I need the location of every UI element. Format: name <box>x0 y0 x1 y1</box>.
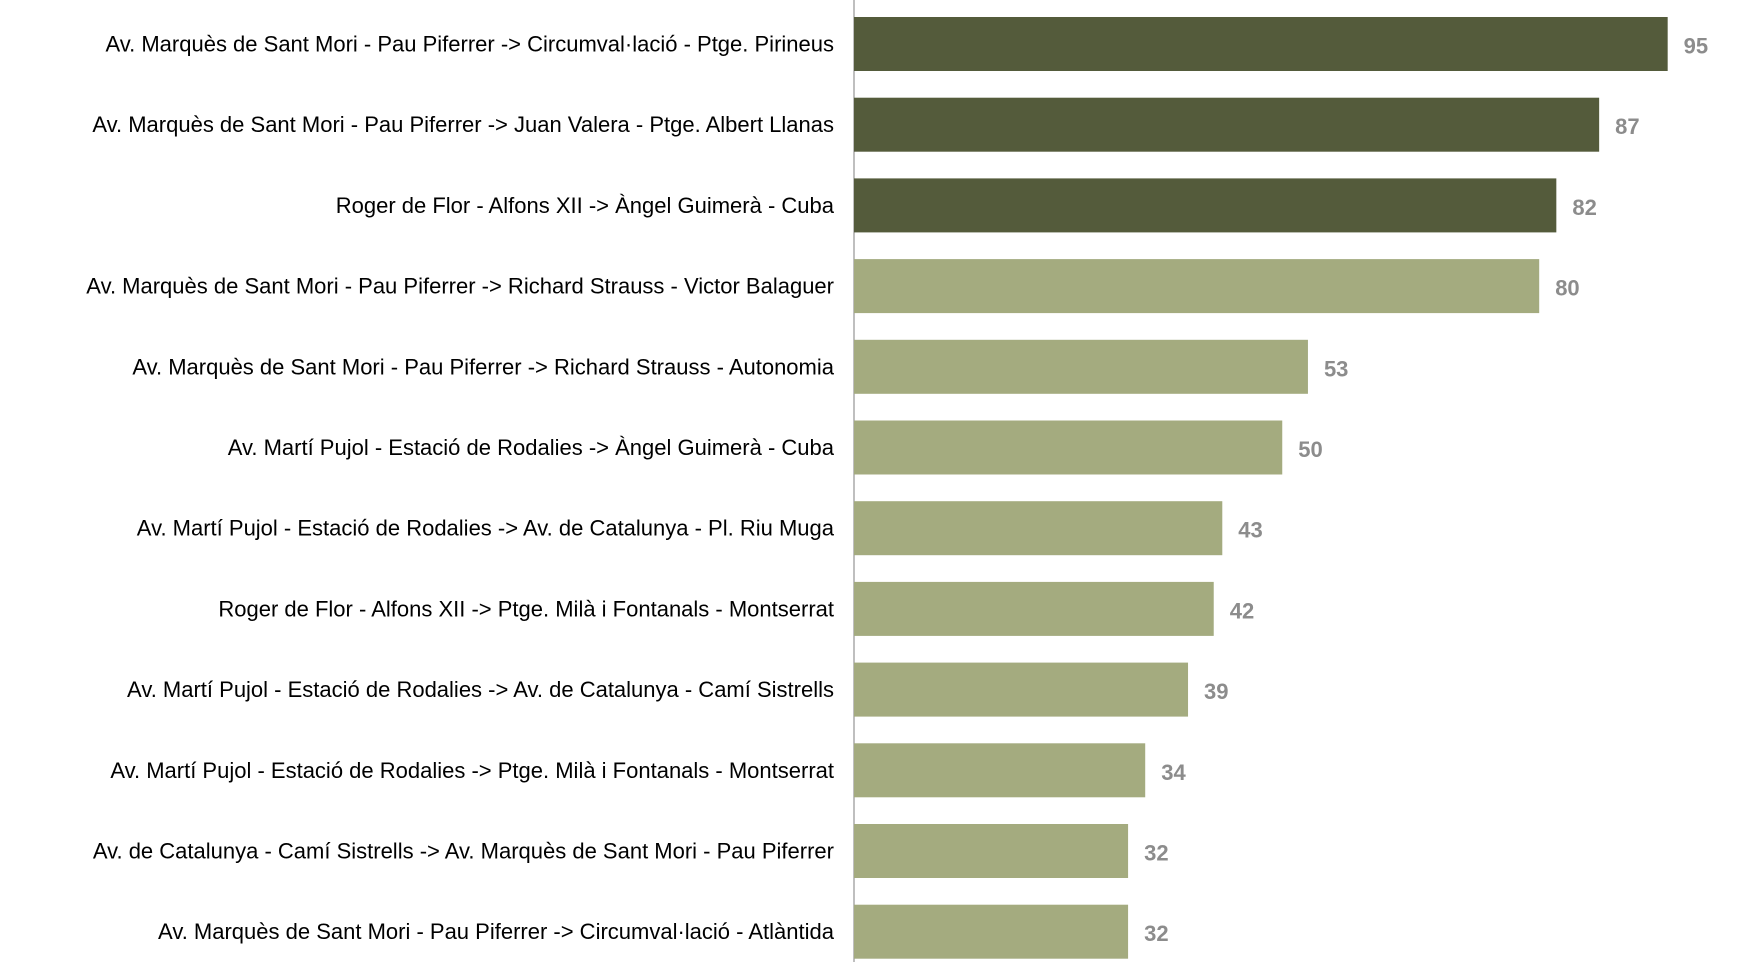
bar <box>854 97 1600 152</box>
category-label: Av. Martí Pujol - Estació de Rodalies ->… <box>127 677 834 702</box>
category-label: Av. Marquès de Sant Mori - Pau Piferrer … <box>86 274 834 299</box>
bar <box>854 17 1668 71</box>
category-label: Av. Marquès de Sant Mori - Pau Piferrer … <box>158 919 835 944</box>
bar <box>854 743 1146 798</box>
value-label: 82 <box>1572 195 1596 220</box>
bar-rows: Av. Marquès de Sant Mori - Pau Piferrer … <box>86 17 1708 959</box>
category-label: Av. Martí Pujol - Estació de Rodalies ->… <box>110 758 834 783</box>
value-label: 32 <box>1144 921 1168 946</box>
category-label: Av. Marquès de Sant Mori - Pau Piferrer … <box>105 32 834 57</box>
value-label: 53 <box>1324 356 1348 381</box>
bar <box>854 501 1223 556</box>
category-label: Roger de Flor - Alfons XII -> Àngel Guim… <box>336 193 835 218</box>
value-label: 39 <box>1204 679 1228 704</box>
value-label: 34 <box>1161 760 1186 785</box>
bar <box>854 904 1129 959</box>
category-label: Av. Martí Pujol - Estació de Rodalies ->… <box>137 516 835 541</box>
bar <box>854 824 1129 878</box>
bar <box>854 178 1557 233</box>
bar <box>854 420 1283 475</box>
category-label: Av. Marquès de Sant Mori - Pau Piferrer … <box>92 112 834 137</box>
value-label: 80 <box>1555 276 1579 301</box>
value-label: 32 <box>1144 841 1168 866</box>
bar <box>854 581 1214 636</box>
value-label: 95 <box>1684 34 1708 59</box>
bar <box>854 662 1189 717</box>
value-label: 50 <box>1298 437 1322 462</box>
value-label: 42 <box>1230 598 1254 623</box>
category-label: Av. Marquès de Sant Mori - Pau Piferrer … <box>132 354 834 379</box>
bar <box>854 259 1540 314</box>
category-label: Av. Martí Pujol - Estació de Rodalies ->… <box>228 435 835 460</box>
bar <box>854 339 1308 394</box>
category-label: Av. de Catalunya - Camí Sistrells -> Av.… <box>93 839 834 864</box>
value-label: 43 <box>1238 518 1262 543</box>
value-label: 87 <box>1615 114 1639 139</box>
category-label: Roger de Flor - Alfons XII -> Ptge. Milà… <box>218 596 834 621</box>
